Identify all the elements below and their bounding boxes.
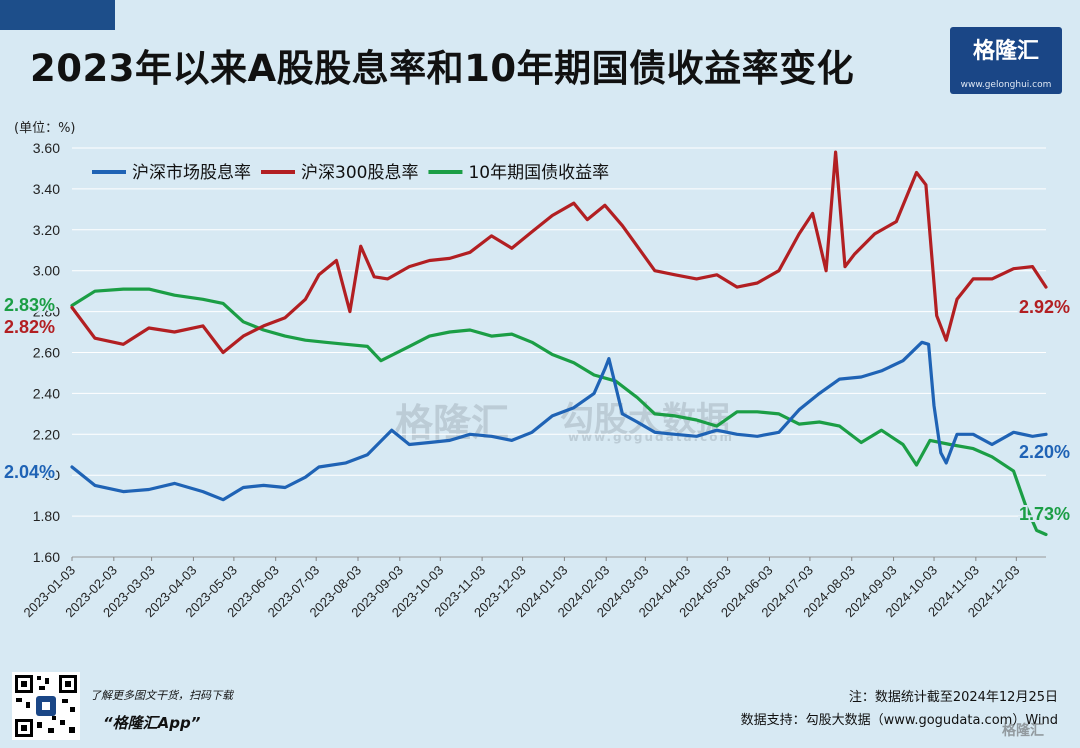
- y-tick-label: 2.40: [33, 385, 60, 401]
- logo-url: www.gelonghui.com: [960, 80, 1052, 90]
- series-end-label: 1.73%: [1019, 504, 1070, 524]
- series-end-label: 2.92%: [1019, 297, 1070, 317]
- legend-label: 沪深300股息率: [301, 163, 418, 183]
- y-tick-label: 3.60: [33, 140, 60, 156]
- series-line: [70, 340, 1048, 502]
- y-tick-label: 2.00: [33, 467, 60, 483]
- footer-note: 注：数据统计截至2024年12月25日: [848, 690, 1058, 705]
- footer-app-name: “格隆汇App”: [103, 714, 201, 732]
- y-tick-label: 2.80: [33, 304, 60, 320]
- brand-logo: 格隆汇 www.gelonghui.com: [950, 27, 1062, 94]
- corner-accent-bar: [0, 0, 115, 30]
- y-tick-label: 3.20: [33, 222, 60, 238]
- legend-label: 沪深市场股息率: [132, 163, 251, 183]
- legend-label: 10年期国债收益率: [468, 163, 609, 183]
- watermark-data-url: www.gogudata.com: [568, 430, 734, 444]
- series-start-label: 2.04%: [4, 462, 55, 482]
- y-tick-label: 1.80: [33, 508, 60, 524]
- logo-text: 格隆汇: [972, 39, 1039, 64]
- page-title: 2023年以来A股股息率和10年期国债收益率变化: [30, 47, 855, 90]
- qr-code[interactable]: [12, 672, 80, 740]
- y-tick-label: 3.40: [33, 181, 60, 197]
- footer-source: 数据支持：勾股大数据（www.gogudata.com）Wind: [740, 713, 1058, 728]
- footer-tagline: 了解更多图文干货，扫码下载: [90, 689, 233, 702]
- y-axis-unit-label: (单位：%): [14, 121, 76, 136]
- series-line: [70, 150, 1048, 355]
- series-start-label: 2.83%: [4, 295, 55, 315]
- y-tick-label: 2.60: [33, 345, 60, 361]
- y-tick-label: 1.60: [33, 549, 60, 565]
- y-tick-label: 2.20: [33, 426, 60, 442]
- y-tick-label: 3.00: [33, 263, 60, 279]
- qr-code-icon: [12, 672, 80, 740]
- series-start-label: 2.82%: [4, 317, 55, 337]
- series-line: [70, 287, 1048, 537]
- corner-watermark: 格隆汇: [1002, 723, 1044, 739]
- series-end-label: 2.20%: [1019, 442, 1070, 462]
